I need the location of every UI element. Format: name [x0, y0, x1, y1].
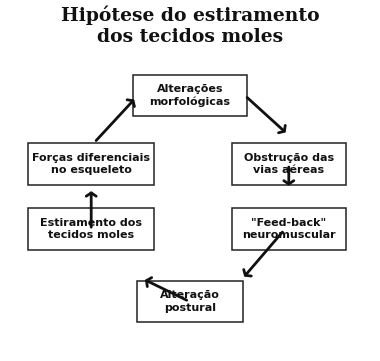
- FancyBboxPatch shape: [28, 143, 154, 185]
- Text: "Feed-back"
neuromuscular: "Feed-back" neuromuscular: [242, 218, 336, 240]
- FancyBboxPatch shape: [232, 143, 346, 185]
- Text: Obstrução das
vias aéreas: Obstrução das vias aéreas: [244, 153, 334, 175]
- FancyBboxPatch shape: [232, 208, 346, 250]
- FancyBboxPatch shape: [133, 75, 247, 116]
- Text: Estiramento dos
tecidos moles: Estiramento dos tecidos moles: [40, 218, 142, 240]
- FancyBboxPatch shape: [137, 281, 243, 322]
- Text: Alterações
morfológicas: Alterações morfológicas: [149, 84, 231, 107]
- Text: Alteração
postural: Alteração postural: [160, 290, 220, 313]
- Text: Forças diferenciais
no esqueleto: Forças diferenciais no esqueleto: [32, 153, 150, 175]
- FancyBboxPatch shape: [28, 208, 154, 250]
- Text: Hipótese do estiramento
dos tecidos moles: Hipótese do estiramento dos tecidos mole…: [61, 5, 319, 47]
